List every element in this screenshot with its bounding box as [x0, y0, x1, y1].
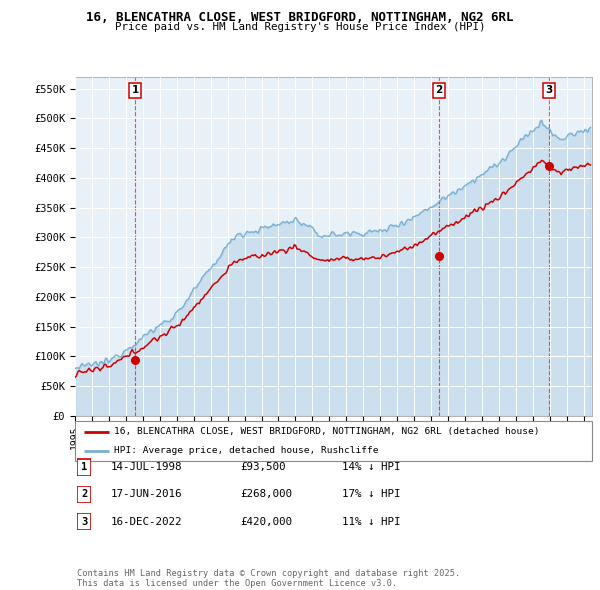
Text: 1: 1 [131, 85, 139, 95]
Text: 14-JUL-1998: 14-JUL-1998 [111, 463, 182, 472]
Text: £268,000: £268,000 [240, 490, 292, 499]
FancyBboxPatch shape [77, 459, 91, 476]
Text: 2: 2 [435, 85, 443, 95]
Text: Contains HM Land Registry data © Crown copyright and database right 2025.
This d: Contains HM Land Registry data © Crown c… [77, 569, 460, 588]
Text: 16, BLENCATHRA CLOSE, WEST BRIDGFORD, NOTTINGHAM, NG2 6RL (detached house): 16, BLENCATHRA CLOSE, WEST BRIDGFORD, NO… [114, 427, 539, 436]
Text: 16-DEC-2022: 16-DEC-2022 [111, 517, 182, 526]
Text: 17-JUN-2016: 17-JUN-2016 [111, 490, 182, 499]
Text: 2: 2 [81, 490, 87, 499]
FancyBboxPatch shape [77, 513, 91, 530]
FancyBboxPatch shape [75, 421, 592, 461]
Text: £93,500: £93,500 [240, 463, 286, 472]
Text: 16, BLENCATHRA CLOSE, WEST BRIDGFORD, NOTTINGHAM, NG2 6RL: 16, BLENCATHRA CLOSE, WEST BRIDGFORD, NO… [86, 11, 514, 24]
Text: HPI: Average price, detached house, Rushcliffe: HPI: Average price, detached house, Rush… [114, 447, 378, 455]
Text: 3: 3 [545, 85, 553, 95]
Text: 1: 1 [81, 463, 87, 472]
Text: £420,000: £420,000 [240, 517, 292, 526]
Text: Price paid vs. HM Land Registry's House Price Index (HPI): Price paid vs. HM Land Registry's House … [115, 22, 485, 32]
Text: 11% ↓ HPI: 11% ↓ HPI [342, 517, 401, 526]
Text: 14% ↓ HPI: 14% ↓ HPI [342, 463, 401, 472]
Text: 17% ↓ HPI: 17% ↓ HPI [342, 490, 401, 499]
Text: 3: 3 [81, 517, 87, 526]
FancyBboxPatch shape [77, 486, 91, 503]
